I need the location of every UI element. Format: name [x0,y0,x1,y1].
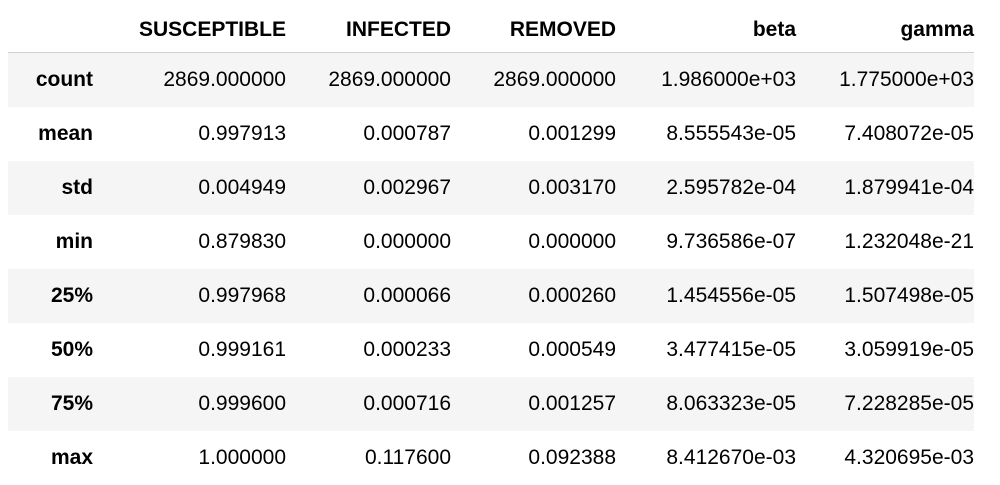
table-cell: 0.999161 [93,323,286,377]
table-cell: 0.997913 [93,107,286,161]
table-cell: 0.004949 [93,161,286,215]
column-header-infected: INFECTED [286,8,451,53]
table-cell: 0.000000 [286,215,451,269]
row-index-label: count [8,53,93,108]
table-cell: 2.595782e-04 [616,161,796,215]
row-index-label: mean [8,107,93,161]
column-header-beta: beta [616,8,796,53]
index-header [8,8,93,53]
table-cell: 0.003170 [451,161,616,215]
column-header-susceptible: SUSCEPTIBLE [93,8,286,53]
table-cell: 2869.000000 [286,53,451,108]
table-cell: 0.000716 [286,377,451,431]
row-index-label: 25% [8,269,93,323]
table-cell: 0.879830 [93,215,286,269]
table-cell: 1.986000e+03 [616,53,796,108]
table-cell: 0.000000 [451,215,616,269]
column-header-gamma: gamma [796,8,974,53]
row-index-label: 50% [8,323,93,377]
table-header: SUSCEPTIBLE INFECTED REMOVED beta gamma [8,8,974,53]
table-cell: 1.879941e-04 [796,161,974,215]
table-cell: 0.001257 [451,377,616,431]
table-cell: 1.454556e-05 [616,269,796,323]
header-row: SUSCEPTIBLE INFECTED REMOVED beta gamma [8,8,974,53]
table-cell: 2869.000000 [93,53,286,108]
table-cell: 0.997968 [93,269,286,323]
table-cell: 0.000260 [451,269,616,323]
table-cell: 0.000066 [286,269,451,323]
table-cell: 0.999600 [93,377,286,431]
row-index-label: 75% [8,377,93,431]
table-cell: 1.775000e+03 [796,53,974,108]
table-cell: 7.408072e-05 [796,107,974,161]
table-cell: 3.059919e-05 [796,323,974,377]
table-cell: 0.000233 [286,323,451,377]
table-cell: 0.002967 [286,161,451,215]
table-cell: 0.000787 [286,107,451,161]
table-cell: 9.736586e-07 [616,215,796,269]
table-cell: 3.477415e-05 [616,323,796,377]
table-cell: 0.001299 [451,107,616,161]
column-header-removed: REMOVED [451,8,616,53]
table-cell: 8.063323e-05 [616,377,796,431]
row-index-label: std [8,161,93,215]
row-index-label: min [8,215,93,269]
table-cell: 7.228285e-05 [796,377,974,431]
table-cell: 1.507498e-05 [796,269,974,323]
table-cell: 8.555543e-05 [616,107,796,161]
table-cell: 1.232048e-21 [796,215,974,269]
table-cell: 2869.000000 [451,53,616,108]
table-cell: 0.000549 [451,323,616,377]
describe-table: SUSCEPTIBLE INFECTED REMOVED beta gamma … [8,8,974,485]
